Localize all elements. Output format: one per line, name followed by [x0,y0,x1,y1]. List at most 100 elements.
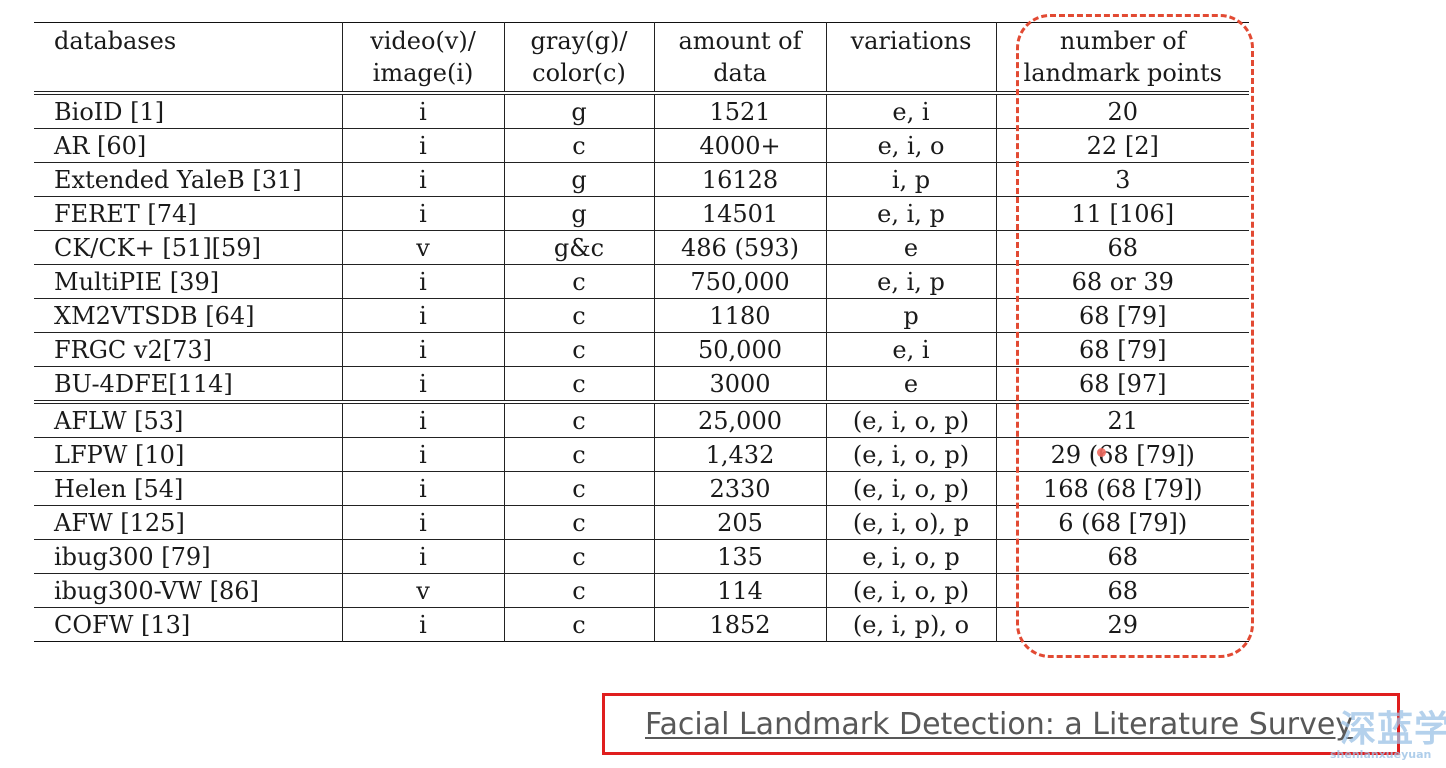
cell-variations: (e, i, p), o [825,607,996,642]
cell-data-amount: 135 [653,539,826,574]
cell-database-name: FERET [74] [34,196,342,231]
cell-variations: e, i, p [825,196,996,231]
cell-color-type: c [503,437,654,472]
table-row: CK/CK+ [51][59] v g&c 486 (593) e 68 [34,230,1249,265]
table-row: AFLW [53] i c 25,000 (e, i, o, p) 21 [34,402,1249,438]
cell-media-type: i [341,607,504,642]
cell-landmark-points: 21 [995,402,1249,438]
cell-database-name: Helen [54] [34,471,342,506]
cell-data-amount: 16128 [653,162,826,197]
table-row: BU-4DFE[114] i c 3000 e 68 [97] [34,366,1249,403]
cell-data-amount: 1852 [653,607,826,642]
cell-database-name: COFW [13] [54,610,191,639]
cell-media-type: i [341,128,504,163]
cell-variations: i, p [825,162,996,197]
cell-media-type: i [341,366,504,403]
cell-media-type: i [341,162,504,197]
cell-landmark-points: 68 or 39 [995,264,1249,299]
cell-landmark-points: 68 [97] [995,366,1249,403]
cell-database-name: FRGC v2[73] [34,332,342,367]
cell-color-type: g [503,162,654,197]
cell-database-name: AFLW [53] [34,402,342,438]
cell-data-amount: 25,000 [653,402,826,438]
header-row: databases video(v)/image(i) gray(g)/colo… [34,22,1249,93]
table-row: MultiPIE [39] i c 750,000 e, i, p 68 or 39 [34,264,1249,299]
cell-data-amount: 3000 [653,366,826,403]
cell-database-name: ibug300 [79] [34,539,342,574]
cell-media-type: i [341,332,504,367]
cell-landmark-points: 168 (68 [79]) [995,471,1249,506]
header-amount-of-data: amount of data [653,22,826,93]
cell-landmark-points: 68 [79] [995,298,1249,333]
cell-data-amount: 2330 [653,471,826,506]
table-row: Helen [54] i c 2330 (e, i, o, p) 168 (68 [79]… [34,471,1249,506]
cell-color-type: c [503,366,654,403]
cell-landmark-points: 68 [995,539,1249,574]
cell-database-name: BioID [1] [34,93,342,129]
cell-landmark-points: 20 [995,93,1249,129]
cell-landmark-points: 3 [995,162,1249,197]
cell-data-amount: 486 (593) [653,230,826,265]
cell-media-type: i [341,298,504,333]
cell-landmark-points: 11 [106] [995,196,1249,231]
table-row: XM2VTSDB [64] i c 1180 p 68 [79] [34,298,1249,333]
cell-media-type: v [341,230,504,265]
cell-landmark-points: 68 [995,230,1249,265]
table-row: BioID [1] i g 1521 e, i 20 [34,93,1249,129]
cell-data-amount: 205 [653,505,826,540]
cell-database-name: LFPW [10] [34,437,342,472]
pointer-dot [1097,448,1106,457]
cell-landmark-points: 68 [995,573,1249,608]
header-video-image: video(v)/image(i) [341,22,504,93]
cell-data-amount: 14501 [653,196,826,231]
cell-database-name: CK/CK+ [51][59] [34,230,342,265]
cell-variations: (e, i, o, p) [825,471,996,506]
cell-variations: (e, i, o, p) [825,437,996,472]
cell-color-type: c [503,471,654,506]
cell-variations: e [825,230,996,265]
cell-color-type: g [503,196,654,231]
cell-data-amount: 1180 [653,298,826,333]
cell-variations: (e, i, o), p [825,505,996,540]
cell-data-amount: 1,432 [653,437,826,472]
cell-data-amount: 750,000 [653,264,826,299]
cell-variations: e, i, o [825,128,996,163]
cell-variations: e, i [825,93,996,129]
cell-landmark-points: 22 [2] [995,128,1249,163]
cell-color-type: g&c [503,230,654,265]
cell-variations: p [825,298,996,333]
header-landmark-points: number of landmark points [995,22,1249,93]
table-row: COFW [13] i c 1852 (e, i, p), o 29 [34,607,1249,642]
table-row: LFPW [10] i c 1,432 (e, i, o, p) 29 (68 [79]) [34,437,1249,472]
table-row: AR [60] i c 4000+ e, i, o 22 [2] [34,128,1249,163]
cell-color-type: g [503,93,654,129]
table-row: ibug300 [79] i c 135 e, i, o, p 68 [34,539,1249,574]
cell-color-type: c [503,128,654,163]
cell-landmark-points: 29 [995,607,1249,642]
cell-color-type: c [503,264,654,299]
cell-database-name: MultiPIE [39] [34,264,342,299]
table-row: FERET [74] i g 14501 e, i, p 11 [106] [34,196,1249,231]
cell-media-type: i [341,471,504,506]
cell-color-type: c [503,332,654,367]
header-databases: databases [54,27,177,55]
cell-database-name: AR [60] [34,128,342,163]
header-variations: variations [825,22,996,93]
paper-title-link[interactable]: Facial Landmark Detection: a Literature … [645,707,1354,742]
cell-color-type: c [503,573,654,608]
cell-media-type: i [341,539,504,574]
cell-color-type: c [503,539,654,574]
cell-database-name: Extended YaleB [31] [34,162,342,197]
cell-variations: e [825,366,996,403]
cell-data-amount: 50,000 [653,332,826,367]
cell-variations: e, i [825,332,996,367]
cell-media-type: i [341,264,504,299]
cell-landmark-points: 6 (68 [79]) [995,505,1249,540]
table-row: FRGC v2[73] i c 50,000 e, i 68 [79] [34,332,1249,367]
cell-data-amount: 114 [653,573,826,608]
cell-media-type: i [341,402,504,438]
cell-color-type: c [503,402,654,438]
table-row: ibug300-VW [86] v c 114 (e, i, o, p) 68 [34,573,1249,608]
